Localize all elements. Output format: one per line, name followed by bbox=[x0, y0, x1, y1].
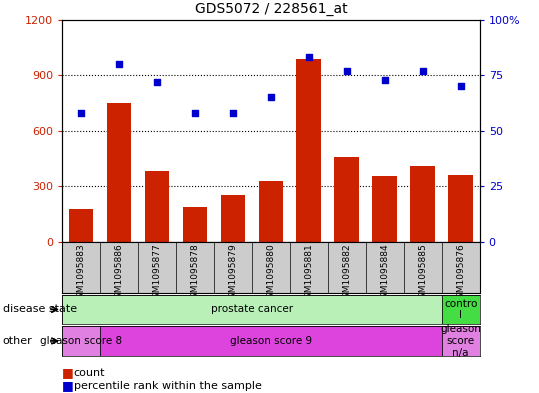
Text: GSM1095883: GSM1095883 bbox=[77, 243, 86, 304]
Bar bbox=[107, 103, 132, 242]
Bar bbox=[296, 59, 321, 242]
Bar bbox=[335, 156, 359, 242]
Point bbox=[153, 79, 161, 85]
Text: GSM1095881: GSM1095881 bbox=[305, 243, 313, 304]
Text: GSM1095879: GSM1095879 bbox=[229, 243, 237, 304]
Text: GSM1095878: GSM1095878 bbox=[190, 243, 199, 304]
Bar bbox=[372, 176, 397, 242]
Text: ■: ■ bbox=[62, 379, 78, 393]
Text: GSM1095880: GSM1095880 bbox=[266, 243, 275, 304]
Text: count: count bbox=[74, 367, 105, 378]
Point bbox=[115, 61, 123, 67]
Text: GSM1095876: GSM1095876 bbox=[456, 243, 465, 304]
Point bbox=[229, 110, 237, 116]
Point bbox=[342, 68, 351, 74]
Bar bbox=[220, 195, 245, 242]
Bar bbox=[259, 181, 283, 242]
Bar bbox=[448, 175, 473, 242]
Point bbox=[457, 83, 465, 90]
Point bbox=[266, 94, 275, 101]
Text: GSM1095886: GSM1095886 bbox=[114, 243, 123, 304]
Text: percentile rank within the sample: percentile rank within the sample bbox=[74, 381, 262, 391]
Text: contro
l: contro l bbox=[444, 299, 478, 320]
Bar bbox=[410, 166, 435, 242]
Point bbox=[381, 77, 389, 83]
Title: GDS5072 / 228561_at: GDS5072 / 228561_at bbox=[195, 2, 347, 16]
Text: gleason score 9: gleason score 9 bbox=[230, 336, 312, 346]
Bar bbox=[62, 326, 100, 356]
Text: GSM1095882: GSM1095882 bbox=[342, 243, 351, 304]
Bar bbox=[442, 295, 480, 324]
Text: ■: ■ bbox=[62, 366, 78, 379]
Bar bbox=[68, 209, 93, 242]
Text: other: other bbox=[3, 336, 32, 346]
Text: gleason score 8: gleason score 8 bbox=[40, 336, 122, 346]
Bar bbox=[144, 171, 169, 242]
Text: GSM1095885: GSM1095885 bbox=[418, 243, 427, 304]
Bar bbox=[183, 207, 207, 242]
Point bbox=[77, 110, 85, 116]
Bar bbox=[442, 326, 480, 356]
Point bbox=[418, 68, 427, 74]
Bar bbox=[100, 326, 442, 356]
Point bbox=[191, 110, 199, 116]
Text: gleason
score
n/a: gleason score n/a bbox=[440, 324, 481, 358]
Text: prostate cancer: prostate cancer bbox=[211, 305, 293, 314]
Text: GSM1095877: GSM1095877 bbox=[153, 243, 161, 304]
Text: disease state: disease state bbox=[3, 305, 77, 314]
Text: GSM1095884: GSM1095884 bbox=[381, 243, 389, 304]
Point bbox=[305, 54, 313, 61]
